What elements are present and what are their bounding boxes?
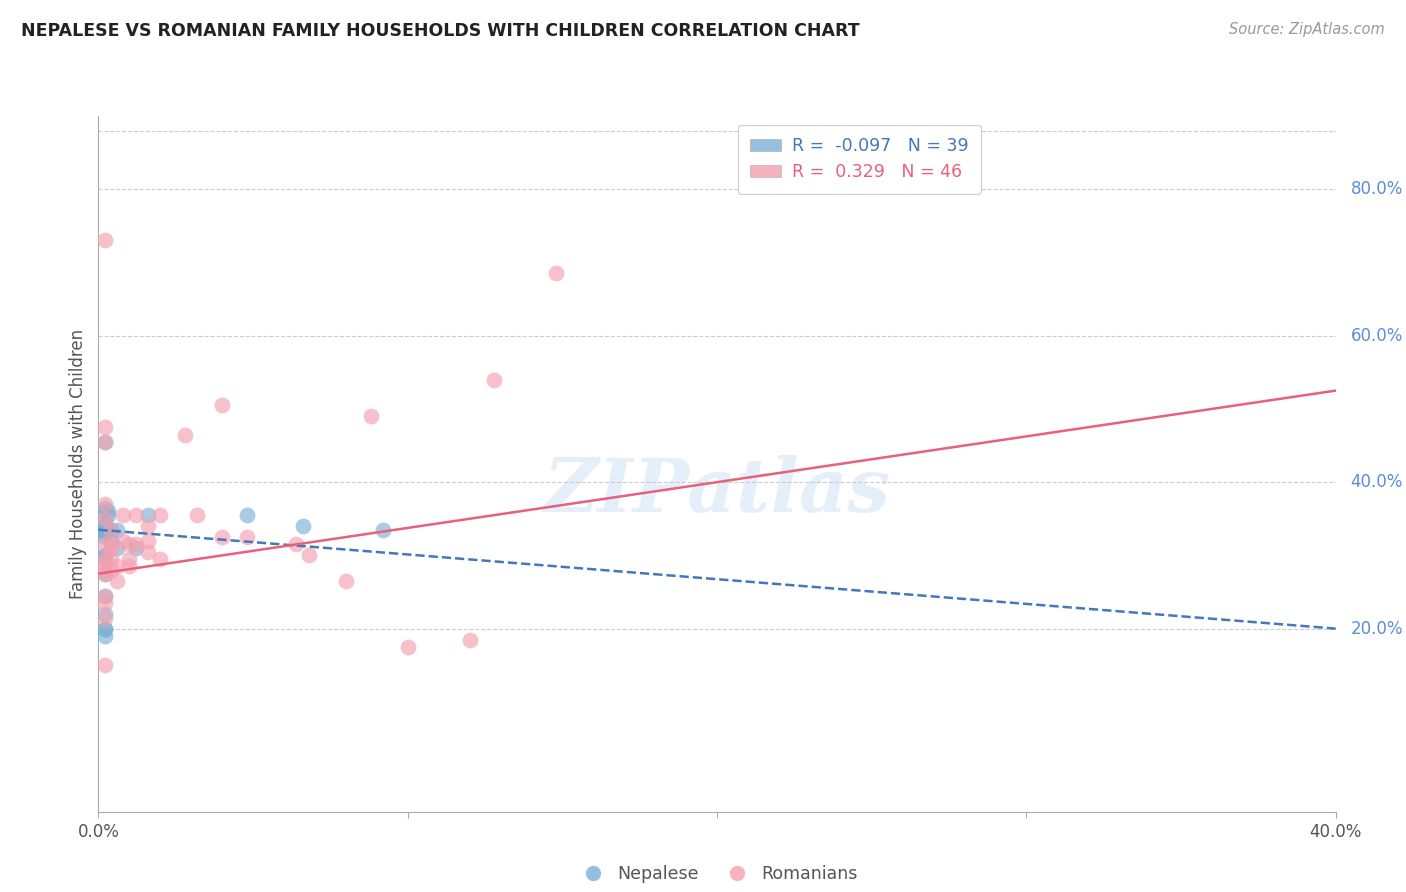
Point: [93, 234, 115, 248]
Point: [93, 526, 115, 541]
Point: [298, 549, 321, 563]
Point: [136, 519, 159, 533]
Point: [93, 552, 115, 566]
Point: [93, 610, 115, 624]
Point: [371, 523, 394, 537]
Point: [484, 373, 506, 387]
Point: [136, 508, 159, 522]
Point: [458, 632, 481, 647]
Point: [93, 523, 115, 537]
Point: [93, 523, 115, 537]
Point: [93, 566, 115, 581]
Point: [93, 549, 115, 563]
Point: [93, 552, 115, 566]
Point: [105, 541, 128, 555]
Point: [136, 545, 159, 559]
Point: [100, 523, 122, 537]
Point: [93, 512, 115, 526]
Point: [93, 566, 115, 581]
Point: [93, 549, 115, 563]
Point: [93, 523, 115, 537]
Text: Source: ZipAtlas.com: Source: ZipAtlas.com: [1229, 22, 1385, 37]
Point: [118, 552, 141, 566]
Point: [236, 530, 259, 544]
Point: [149, 552, 172, 566]
Point: [100, 533, 122, 548]
Point: [93, 523, 115, 537]
Point: [93, 563, 115, 577]
Point: [100, 541, 122, 555]
Point: [93, 589, 115, 603]
Point: [93, 523, 115, 537]
Point: [90, 504, 112, 518]
Point: [93, 556, 115, 570]
Point: [112, 533, 135, 548]
Point: [93, 516, 115, 530]
Point: [93, 523, 115, 537]
Point: [211, 530, 233, 544]
Point: [93, 523, 115, 537]
Point: [93, 622, 115, 636]
Point: [93, 658, 115, 673]
Point: [100, 523, 122, 537]
Point: [291, 519, 314, 533]
Point: [93, 434, 115, 449]
Point: [100, 537, 122, 551]
Point: [90, 523, 112, 537]
Point: [93, 523, 115, 537]
Point: [211, 398, 233, 412]
Legend: Nepalese, Romanians: Nepalese, Romanians: [576, 865, 858, 883]
Text: 60.0%: 60.0%: [1351, 326, 1403, 344]
Point: [93, 500, 115, 515]
Point: [100, 563, 122, 577]
Point: [93, 523, 115, 537]
Point: [360, 409, 382, 424]
Point: [93, 537, 115, 551]
Point: [174, 427, 197, 442]
Text: ZIPatlas: ZIPatlas: [544, 456, 890, 528]
Point: [93, 420, 115, 434]
Text: 80.0%: 80.0%: [1351, 180, 1403, 198]
Point: [149, 508, 172, 522]
Point: [118, 537, 141, 551]
Point: [93, 596, 115, 610]
Point: [236, 508, 259, 522]
Point: [93, 497, 115, 511]
Text: 20.0%: 20.0%: [1351, 620, 1403, 638]
Point: [93, 519, 115, 533]
Point: [93, 589, 115, 603]
Point: [93, 530, 115, 544]
Point: [112, 508, 135, 522]
Point: [546, 267, 568, 281]
Point: [105, 559, 128, 574]
Point: [335, 574, 357, 588]
Point: [285, 537, 308, 551]
Point: [105, 574, 128, 588]
Point: [100, 552, 122, 566]
Point: [118, 559, 141, 574]
Text: NEPALESE VS ROMANIAN FAMILY HOUSEHOLDS WITH CHILDREN CORRELATION CHART: NEPALESE VS ROMANIAN FAMILY HOUSEHOLDS W…: [21, 22, 859, 40]
Point: [124, 541, 146, 555]
Y-axis label: Family Households with Children: Family Households with Children: [69, 329, 87, 599]
Point: [93, 607, 115, 621]
Point: [97, 504, 120, 518]
Point: [93, 434, 115, 449]
Point: [136, 533, 159, 548]
Point: [396, 640, 419, 654]
Point: [97, 508, 120, 522]
Point: [124, 537, 146, 551]
Point: [93, 629, 115, 643]
Text: 40.0%: 40.0%: [1351, 473, 1403, 491]
Point: [124, 508, 146, 522]
Point: [93, 523, 115, 537]
Point: [93, 519, 115, 533]
Point: [105, 523, 128, 537]
Point: [93, 622, 115, 636]
Point: [186, 508, 208, 522]
